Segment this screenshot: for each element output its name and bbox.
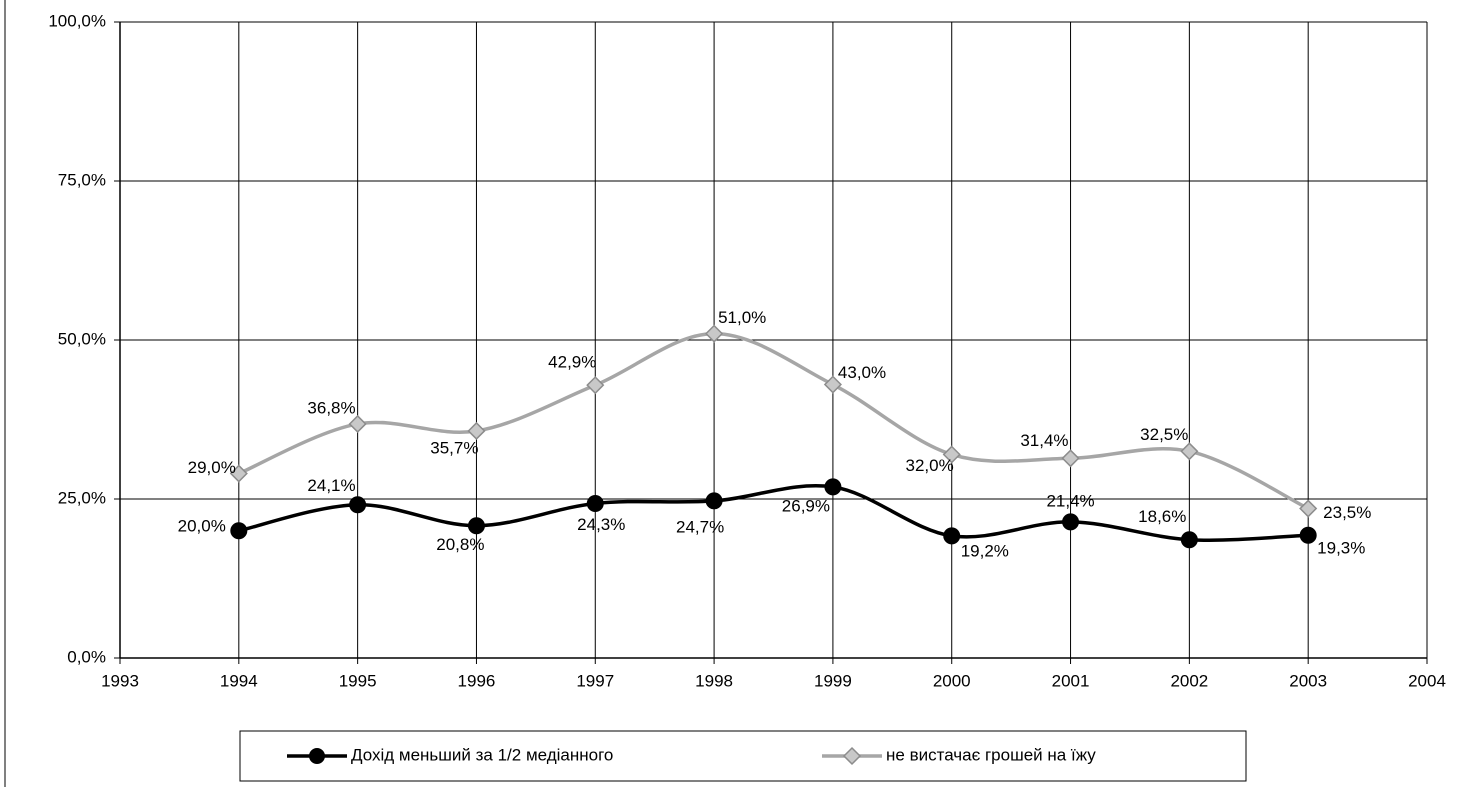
data-label: 32,5% xyxy=(1140,425,1188,444)
point xyxy=(586,376,605,395)
point xyxy=(229,464,248,483)
data-label: 18,6% xyxy=(1138,507,1186,526)
x-tick-label: 2003 xyxy=(1289,671,1327,690)
x-tick-label: 2002 xyxy=(1170,671,1208,690)
point xyxy=(1180,531,1198,549)
point xyxy=(943,527,961,545)
point xyxy=(230,522,248,540)
x-tick-label: 1994 xyxy=(220,671,258,690)
y-tick-label: 75,0% xyxy=(58,170,106,189)
data-label: 36,8% xyxy=(307,398,355,417)
x-tick-label: 1995 xyxy=(339,671,377,690)
legend-marker xyxy=(309,748,325,764)
data-label: 29,0% xyxy=(188,458,236,477)
point xyxy=(1062,513,1080,531)
y-tick-label: 100,0% xyxy=(48,11,106,30)
data-label: 31,4% xyxy=(1020,431,1068,450)
x-tick-label: 1999 xyxy=(814,671,852,690)
y-tick-label: 0,0% xyxy=(67,647,106,666)
data-label: 24,3% xyxy=(577,515,625,534)
data-label: 42,9% xyxy=(548,353,596,372)
x-tick-label: 1998 xyxy=(695,671,733,690)
data-label: 20,8% xyxy=(436,535,484,554)
x-tick-label: 2001 xyxy=(1052,671,1090,690)
legend-marker xyxy=(842,746,862,766)
data-label: 32,0% xyxy=(906,456,954,475)
x-tick-label: 2000 xyxy=(933,671,971,690)
point xyxy=(1061,449,1080,468)
point xyxy=(823,375,842,394)
data-label: 20,0% xyxy=(178,516,226,535)
point xyxy=(467,421,486,441)
y-tick-label: 50,0% xyxy=(58,329,106,348)
legend-label: не вистачає грошей на їжу xyxy=(886,745,1096,764)
point xyxy=(705,492,723,510)
point xyxy=(705,324,724,343)
series-line xyxy=(238,483,1309,542)
data-label: 35,7% xyxy=(430,438,478,457)
series-line xyxy=(238,331,1309,511)
data-label: 43,0% xyxy=(838,363,886,382)
y-tick-label: 25,0% xyxy=(58,488,106,507)
x-tick-label: 1997 xyxy=(576,671,614,690)
point xyxy=(824,478,842,496)
point xyxy=(348,414,367,434)
point xyxy=(1299,526,1317,544)
x-tick-label: 2004 xyxy=(1408,671,1446,690)
data-label: 19,3% xyxy=(1317,539,1365,558)
point xyxy=(349,496,367,514)
point xyxy=(1180,442,1199,461)
data-label: 23,5% xyxy=(1323,503,1371,522)
point xyxy=(942,445,961,464)
legend-box xyxy=(239,730,1247,782)
data-label: 26,9% xyxy=(782,496,830,515)
x-tick-label: 1993 xyxy=(101,671,139,690)
point xyxy=(586,494,604,512)
x-tick-label: 1996 xyxy=(458,671,496,690)
data-label: 51,0% xyxy=(718,308,766,327)
data-label: 24,7% xyxy=(676,517,724,536)
point xyxy=(467,517,485,535)
legend-label: Дохід меньший за 1/2 медіанного xyxy=(351,745,613,764)
data-label: 19,2% xyxy=(961,541,1009,560)
data-label: 24,1% xyxy=(307,476,355,495)
point xyxy=(1299,499,1318,518)
data-label: 21,4% xyxy=(1046,491,1094,510)
